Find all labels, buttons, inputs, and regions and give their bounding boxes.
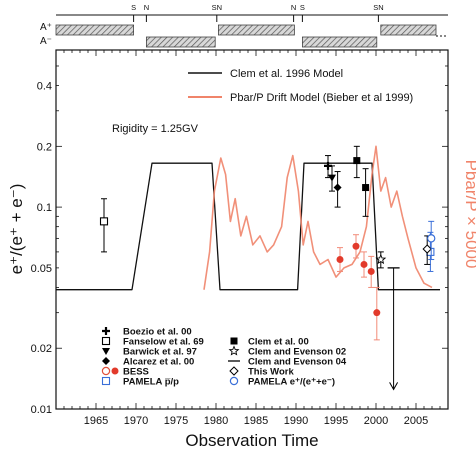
polarity-reversal-label: N — [144, 3, 149, 12]
polarity-bar-a-plus — [380, 24, 437, 36]
data-points — [99, 145, 436, 391]
legend-label-right-2: Clem and Evenson 04 — [248, 357, 347, 368]
legend-marker-right-1 — [228, 345, 240, 356]
clem-model-curve — [56, 162, 440, 291]
polarity-reversal-label: SN — [373, 3, 383, 12]
legend-label-left-4: BESS — [123, 367, 149, 378]
polarity-bar-a-plus — [55, 24, 134, 36]
rigidity-annotation: Rigidity = 1.25GV — [112, 123, 199, 135]
polarity-reversal-label: N — [291, 3, 296, 12]
legend-label-clem-model: Clem et al. 1996 Model — [230, 68, 343, 80]
legend-label-left-2: Barwick et al. 97 — [123, 347, 197, 358]
y2-axis-title: Pbar/P × 5000 — [462, 160, 476, 269]
legend-marker-3 — [102, 357, 110, 365]
point-alcarez-et-al-00 — [333, 183, 342, 192]
x-axis-title: Observation Time — [185, 431, 318, 450]
y-tick-label: 0.1 — [37, 202, 52, 214]
legend-marker-2 — [102, 348, 110, 355]
pbar-drift-model-curve — [203, 145, 433, 290]
legend-marker-4 — [101, 366, 111, 376]
point-bess — [373, 309, 381, 317]
y-tick-label: 0.4 — [37, 81, 52, 93]
y-axis-title: e⁺/(e⁺ + e⁻) — [7, 184, 26, 275]
polarity-reversal-label: S — [300, 3, 305, 12]
x-tick-label: 1980 — [204, 415, 228, 427]
legend-marker-1 — [101, 336, 111, 346]
legend-label-right-1: Clem and Evenson 02 — [248, 347, 346, 358]
legend-label-right-3: This Work — [248, 367, 294, 378]
polarity-bar-a-minus — [301, 36, 378, 48]
point-barwick-et-al-97 — [328, 174, 336, 182]
legend-marker-5 — [101, 376, 111, 386]
legend-label-right-4: PAMELA e⁺/(e⁺+e⁻) — [248, 377, 335, 388]
y-tick-label: 0.05 — [31, 263, 52, 275]
legend-label-pbar-model: Pbar/P Drift Model (Bieber et al 1999) — [230, 92, 413, 104]
point-clem-and-evenson-02 — [375, 253, 387, 265]
y-tick-label: 0.01 — [31, 404, 52, 416]
legend-marker-right-4 — [229, 376, 239, 386]
polarity-label-a-minus: A⁻ — [40, 36, 52, 47]
point-bess — [367, 267, 375, 275]
x-tick-label: 2000 — [364, 415, 388, 427]
legend-marker-bess-filled — [111, 367, 119, 375]
polarity-bar-a-minus — [145, 36, 216, 48]
point-this-work — [422, 244, 432, 254]
y-tick-label: 0.2 — [37, 141, 52, 153]
point-bess — [360, 260, 368, 268]
point-bess — [352, 242, 360, 250]
upper-limit-arrow-clem-and-evenson-04 — [389, 382, 399, 391]
legend-label-left-0: Boezio et al. 00 — [123, 327, 192, 338]
x-tick-label: 1965 — [84, 415, 108, 427]
x-tick-label: 1995 — [324, 415, 348, 427]
legend-marker-0 — [102, 327, 110, 335]
legend-label-left-3: Alcarez et al. 00 — [123, 357, 194, 368]
model-curves — [56, 145, 440, 291]
x-tick-label: 1975 — [164, 415, 188, 427]
legend-label-left-5: PAMELA p̅/p — [123, 377, 179, 388]
legend: Clem et al. 1996 Model Pbar/P Drift Model… — [101, 68, 413, 388]
x-tick-label: 2005 — [404, 415, 428, 427]
legend-label-left-1: Fanselow et al. 69 — [123, 337, 204, 348]
polarity-bar-a-plus — [217, 24, 295, 36]
legend-label-right-0: Clem et al. 00 — [248, 337, 309, 348]
point-clem-et-al-00 — [362, 184, 370, 192]
polarity-reversal-label: S — [131, 3, 136, 12]
legend-marker-right-0 — [230, 337, 238, 345]
polarity-bars: A⁺A⁻S N SN N S SN — [40, 3, 448, 48]
x-tick-label: 1990 — [284, 415, 308, 427]
point-bess — [336, 256, 344, 264]
point-pamela-e-e-e — [427, 234, 436, 243]
polarity-reversal-label: SN — [212, 3, 222, 12]
polarity-label-a-plus: A⁺ — [40, 22, 52, 33]
plot-frame — [55, 49, 449, 410]
x-tick-label: 1970 — [124, 415, 148, 427]
point-clem-et-al-00 — [353, 157, 361, 165]
point-fanselow-et-al-69 — [99, 217, 109, 226]
legend-marker-right-3 — [229, 366, 239, 376]
x-tick-label: 1985 — [244, 415, 268, 427]
axis-ticks: 1965 1970 1975 1980 1985 1990 1995 2000 2005 0.01… — [31, 50, 448, 427]
y-tick-label: 0.02 — [31, 343, 52, 355]
